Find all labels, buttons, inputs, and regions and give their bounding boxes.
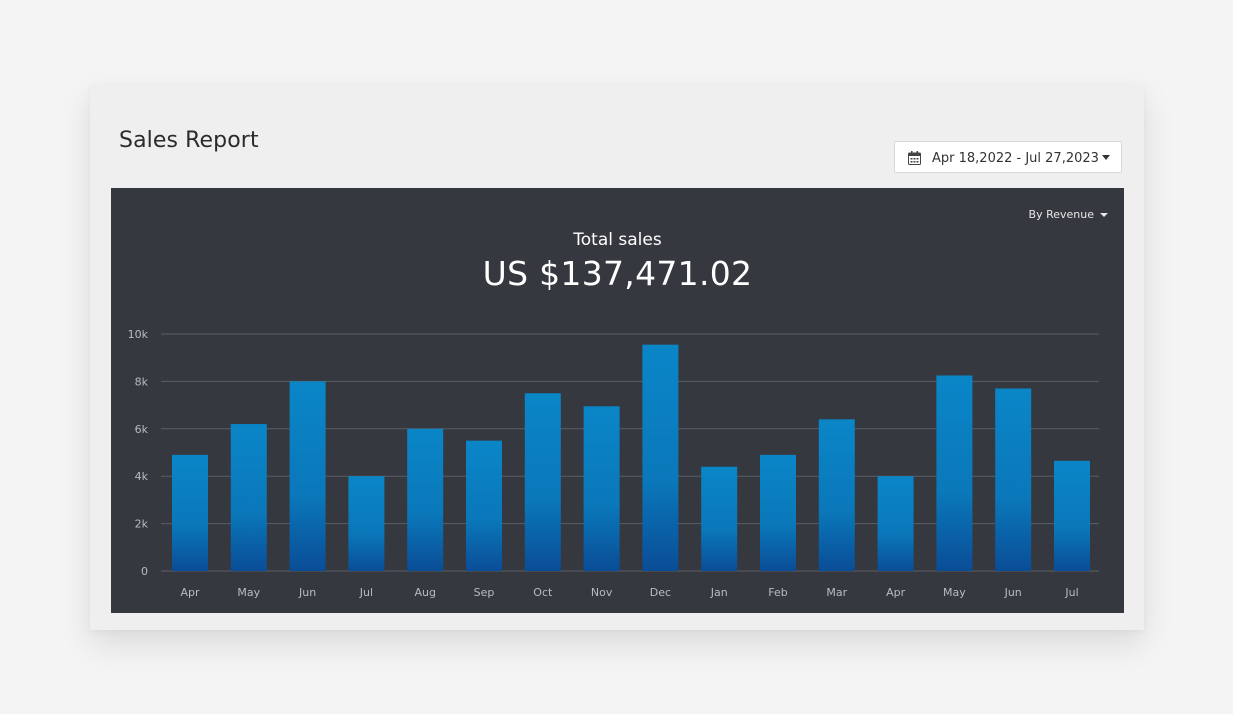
x-tick-label: Sep — [474, 586, 495, 599]
x-tick-label: Mar — [826, 586, 847, 599]
x-tick-label: Feb — [768, 586, 787, 599]
bars — [172, 344, 1090, 571]
bar-may-13[interactable] — [936, 375, 973, 571]
date-range-label: Apr 18,2022 - Jul 27,2023 — [932, 151, 1099, 166]
page-title: Sales Report — [119, 128, 259, 153]
bar-sep-5[interactable] — [466, 440, 502, 571]
bar-feb-10[interactable] — [760, 454, 796, 571]
bar-apr-12[interactable] — [877, 476, 914, 571]
bar-mar-11[interactable] — [818, 419, 855, 571]
x-tick-label: Apr — [886, 586, 906, 599]
chevron-down-icon — [1102, 155, 1110, 160]
total-sales-value: US $137,471.02 — [482, 254, 753, 293]
bar-nov-7[interactable] — [583, 406, 620, 571]
y-tick-label: 8k — [135, 375, 149, 388]
x-tick-label: Nov — [591, 586, 613, 599]
bar-oct-6[interactable] — [524, 393, 561, 571]
x-tick-label: Dec — [650, 586, 671, 599]
caret-down-icon — [1100, 212, 1108, 217]
y-tick-label: 10k — [128, 328, 149, 341]
calendar-icon — [908, 150, 921, 169]
bar-may-1[interactable] — [230, 424, 267, 571]
x-tick-label: Aug — [414, 586, 435, 599]
x-tick-label: Jul — [1064, 586, 1078, 599]
x-axis-ticks: Apr May Jun Jul Aug Sep Oct Nov Dec Jan Feb Mar Apr M… — [180, 586, 1078, 599]
bar-jun-14[interactable] — [995, 388, 1032, 571]
y-tick-label: 4k — [135, 470, 149, 483]
bar-jul-15[interactable] — [1054, 460, 1090, 571]
x-tick-label: Jun — [1004, 586, 1022, 599]
bar-aug-4[interactable] — [407, 428, 444, 571]
bar-jun-2[interactable] — [289, 381, 326, 571]
sales-bar-chart: 0 2k 4k 6k 8k 10k Apr May Jun Jul Aug Sep Oct Nov Dec… — [128, 328, 1099, 599]
x-tick-label: Jan — [710, 586, 728, 599]
total-sales-label: Total sales — [573, 230, 662, 250]
x-tick-label: Jul — [359, 586, 373, 599]
metric-dropdown[interactable]: By Revenue — [1029, 208, 1108, 221]
y-axis-ticks: 0 2k 4k 6k 8k 10k — [128, 328, 149, 578]
y-tick-label: 0 — [141, 565, 148, 578]
sales-report-card: Sales Report Apr 18,2022 - Jul 27,2023 B… — [90, 84, 1144, 630]
x-tick-label: Jun — [298, 586, 316, 599]
y-tick-label: 2k — [135, 518, 149, 531]
bar-jan-9[interactable] — [701, 466, 738, 571]
y-tick-label: 6k — [135, 423, 149, 436]
chart-panel: By Revenue Total sales US $137,471.02 0 2… — [111, 188, 1124, 613]
x-tick-label: Apr — [180, 586, 200, 599]
x-tick-label: Oct — [533, 586, 553, 599]
x-tick-label: May — [237, 586, 260, 599]
bar-apr-0[interactable] — [172, 454, 208, 571]
date-range-picker[interactable]: Apr 18,2022 - Jul 27,2023 — [894, 141, 1122, 173]
bar-jul-3[interactable] — [348, 476, 385, 571]
bar-dec-8[interactable] — [642, 344, 679, 571]
x-tick-label: May — [943, 586, 966, 599]
metric-dropdown-label: By Revenue — [1028, 208, 1094, 221]
